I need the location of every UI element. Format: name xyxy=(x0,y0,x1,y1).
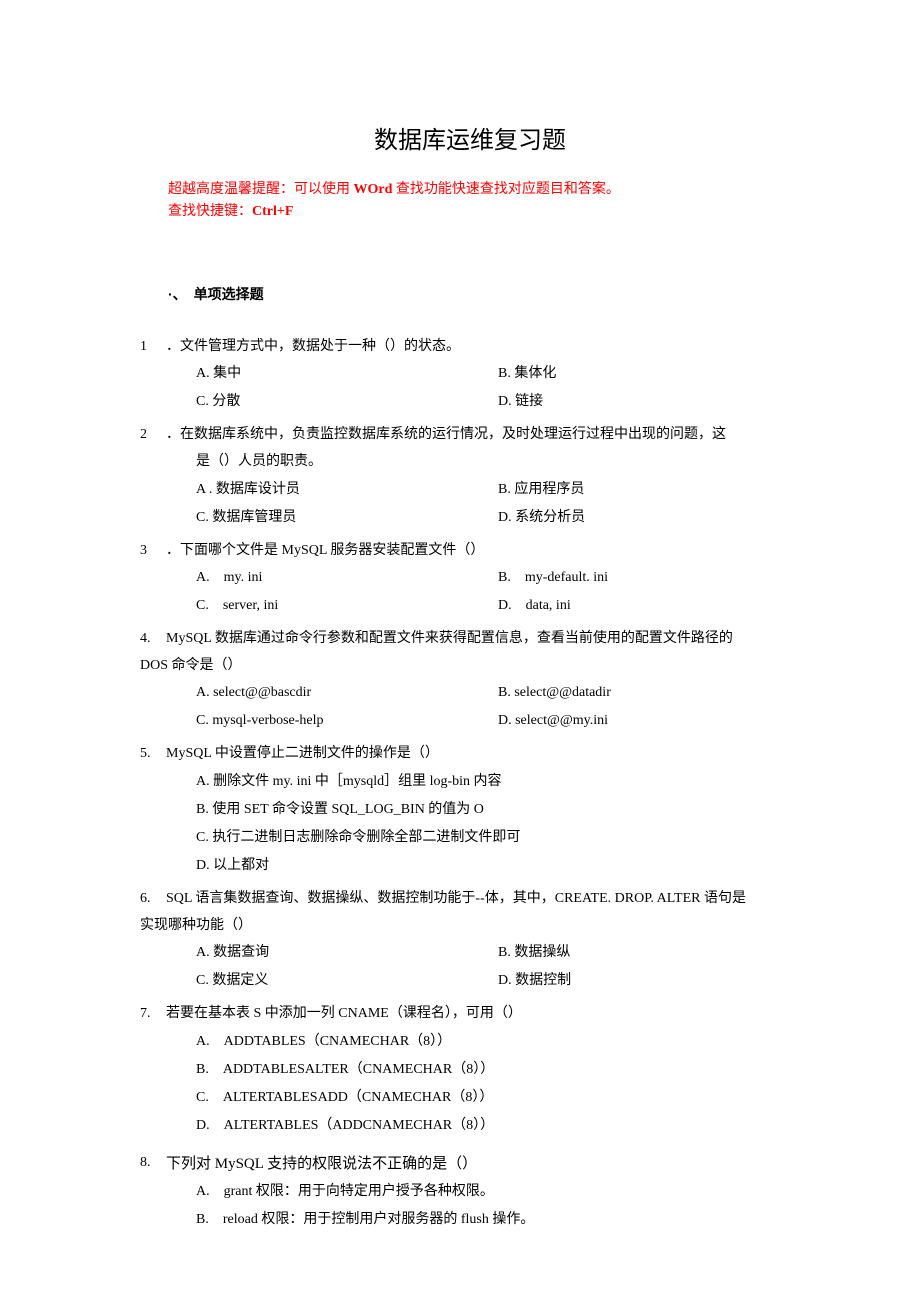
q2-opt-a: A . 数据库设计员 xyxy=(196,476,498,504)
hint-1-prefix: 超越高度温馨提醒：可以使用 xyxy=(168,182,354,197)
q7-text: 若要在基本表 S 中添加一列 CNAME（课程名），可用（） xyxy=(166,1001,800,1028)
question-8: 8. 下列对 MySQL 支持的权限说法不正确的是（） A. grant 权限：… xyxy=(140,1150,800,1235)
q5-text: MySQL 中设置停止二进制文件的操作是（） xyxy=(166,741,800,768)
page-title: 数据库运维复习题 xyxy=(140,120,800,155)
q7-opt-a: A. ADDTABLES（CNAMECHAR（8）） xyxy=(196,1028,800,1056)
q1-num: 1 xyxy=(140,334,166,361)
q2-opt-b: B. 应用程序员 xyxy=(498,476,800,504)
q4-opt-a: A. select@@bascdir xyxy=(196,679,498,707)
hint-line-1: 超越高度温馨提醒：可以使用 WOrd 查找功能快速查找对应题目和答案。 xyxy=(168,179,800,201)
q2-cont: 是（）人员的职责。 xyxy=(196,449,800,476)
q3-opt-c: C. server, ini xyxy=(196,592,498,620)
q1-opt-b: B. 集体化 xyxy=(498,360,800,388)
q3-opt-d: D. data, ini xyxy=(498,592,800,620)
q4-cont: DOS 命令是（） xyxy=(140,653,800,680)
question-2: 2 ．在数据库系统中，负责监控数据库系统的运行情况，及时处理运行过程中出现的问题… xyxy=(140,422,800,531)
question-6: 6. SQL 语言集数据查询、数据操纵、数据控制功能于--体，其中，CREATE… xyxy=(140,886,800,995)
q5-opt-b: B. 使用 SET 命令设置 SQL_LOG_BIN 的值为 O xyxy=(196,796,800,824)
q2-text: ．在数据库系统中，负责监控数据库系统的运行情况，及时处理运行过程中出现的问题，这 xyxy=(166,422,800,449)
q7-opt-d: D. ALTERTABLES（ADDCNAMECHAR（8）） xyxy=(196,1112,800,1140)
q6-text: SQL 语言集数据查询、数据操纵、数据控制功能于--体，其中，CREATE. D… xyxy=(166,886,800,913)
q2-opt-d: D. 系统分析员 xyxy=(498,504,800,532)
question-5: 5. MySQL 中设置停止二进制文件的操作是（） A. 删除文件 my. in… xyxy=(140,741,800,880)
q1-opt-d: D. 链接 xyxy=(498,388,800,416)
q4-opt-d: D. select@@my.ini xyxy=(498,707,800,735)
question-4: 4. MySQL 数据库通过命令行参数和配置文件来获得配置信息，查看当前使用的配… xyxy=(140,626,800,735)
question-1: 1 ．文件管理方式中，数据处于一种（）的状态。 A. 集中 B. 集体化 C. … xyxy=(140,334,800,417)
q8-num: 8. xyxy=(140,1150,166,1177)
question-3: 3 ．下面哪个文件是 MySQL 服务器安装配置文件（） A. my. ini … xyxy=(140,538,800,621)
q3-opt-b: B. my-default. ini xyxy=(498,564,800,592)
hint-line-2: 查找快捷键：Ctrl+F xyxy=(168,201,800,223)
q6-opt-b: B. 数据操纵 xyxy=(498,939,800,967)
q1-opt-a: A. 集中 xyxy=(196,360,498,388)
q5-opt-d: D. 以上都对 xyxy=(196,852,800,880)
hint-2-prefix: 查找快捷键： xyxy=(168,204,252,219)
q6-opt-c: C. 数据定义 xyxy=(196,967,498,995)
q3-opt-a: A. my. ini xyxy=(196,564,498,592)
q4-opt-c: C. mysql-verbose-help xyxy=(196,707,498,735)
q2-opt-c: C. 数据库管理员 xyxy=(196,504,498,532)
hint-2-bold: Ctrl+F xyxy=(252,204,293,219)
q4-num: 4. xyxy=(140,626,166,653)
q1-opt-c: C. 分散 xyxy=(196,388,498,416)
hint-1-bold: WOrd xyxy=(354,182,393,197)
section-heading: ·、 单项选择题 xyxy=(168,284,800,304)
q6-opt-a: A. 数据查询 xyxy=(196,939,498,967)
question-7: 7. 若要在基本表 S 中添加一列 CNAME（课程名），可用（） A. ADD… xyxy=(140,1001,800,1140)
q8-text: 下列对 MySQL 支持的权限说法不正确的是（） xyxy=(166,1150,800,1179)
q6-num: 6. xyxy=(140,886,166,913)
q7-opt-b: B. ADDTABLESALTER（CNAMECHAR（8）） xyxy=(196,1056,800,1084)
q3-text: ．下面哪个文件是 MySQL 服务器安装配置文件（） xyxy=(166,538,800,565)
q5-opt-c: C. 执行二进制日志删除命令删除全部二进制文件即可 xyxy=(196,824,800,852)
q6-opt-d: D. 数据控制 xyxy=(498,967,800,995)
q5-opt-a: A. 删除文件 my. ini 中［mysqld］组里 log-bin 内容 xyxy=(196,768,800,796)
q4-opt-b: B. select@@datadir xyxy=(498,679,800,707)
q8-opt-a: A. grant 权限：用于向特定用户授予各种权限。 xyxy=(196,1178,800,1206)
q6-cont: 实现哪种功能（） xyxy=(140,913,800,940)
q7-opt-c: C. ALTERTABLESADD（CNAMECHAR（8）） xyxy=(196,1084,800,1112)
hint-1-suffix: 查找功能快速查找对应题目和答案。 xyxy=(392,182,620,197)
q8-opt-b: B. reload 权限：用于控制用户对服务器的 flush 操作。 xyxy=(196,1206,800,1234)
q4-text: MySQL 数据库通过命令行参数和配置文件来获得配置信息，查看当前使用的配置文件… xyxy=(166,626,800,653)
q2-num: 2 xyxy=(140,422,166,449)
hint-block: 超越高度温馨提醒：可以使用 WOrd 查找功能快速查找对应题目和答案。 查找快捷… xyxy=(168,179,800,224)
q3-num: 3 xyxy=(140,538,166,565)
q1-text: ．文件管理方式中，数据处于一种（）的状态。 xyxy=(166,334,800,361)
q7-num: 7. xyxy=(140,1001,166,1028)
q5-num: 5. xyxy=(140,741,166,768)
